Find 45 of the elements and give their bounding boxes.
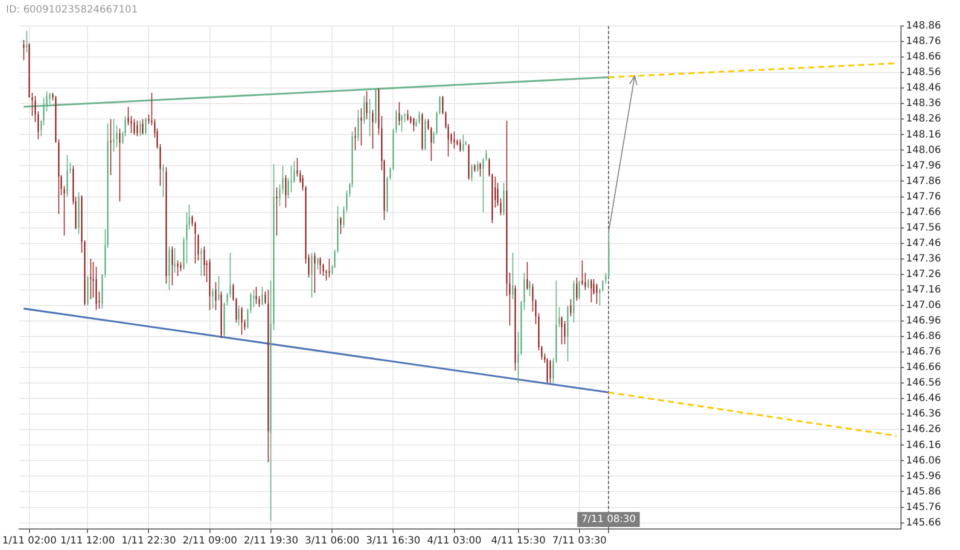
x-tick-label: 4/11 03:00 [427,536,482,547]
y-tick-label: 148.46 [906,82,941,94]
y-tick-label: 145.96 [906,470,941,482]
y-tick-label: 147.26 [906,268,941,280]
y-tick-label: 147.76 [906,191,941,202]
y-tick-label: 148.86 [906,20,941,32]
y-tick-label: 147.46 [906,238,941,249]
y-tick-label: 146.16 [906,440,941,451]
y-tick-label: 147.66 [906,206,941,218]
x-tick-label: 1/11 12:00 [60,536,115,547]
y-tick-label: 146.86 [906,331,941,342]
x-tick-label: 7/11 08:30 [581,514,636,526]
y-tick-label: 147.56 [906,222,941,234]
y-tick-label: 147.06 [906,300,941,312]
y-tick-label: 146.26 [906,424,941,436]
y-tick-label: 145.86 [906,486,941,498]
y-tick-label: 146.56 [906,378,941,389]
x-tick-label: 3/11 16:30 [366,536,420,547]
x-tick-label: 2/11 19:30 [244,536,298,547]
y-tick-label: 146.06 [906,455,941,466]
y-tick-label: 148.36 [906,98,941,110]
text: ID: 600910235824667101 [6,4,138,16]
y-tick-label: 148.66 [906,52,941,63]
y-tick-label: 147.96 [906,160,941,172]
y-tick-label: 148.26 [906,114,941,125]
x-tick-label: 1/11 02:00 [2,536,57,547]
x-tick-label: 1/11 22:30 [122,536,176,547]
y-tick-label: 147.36 [906,253,941,264]
y-tick-label: 148.06 [906,144,941,156]
y-tick-label: 146.46 [906,393,941,404]
x-tick-label: 2/11 09:00 [182,536,238,547]
y-tick-label: 147.16 [906,284,941,296]
y-tick-label: 148.76 [906,36,941,48]
y-tick-label: 148.56 [906,67,941,78]
y-tick-label: 146.96 [906,316,941,327]
x-tick-label: 3/11 06:00 [304,536,360,547]
y-tick-label: 146.66 [906,362,941,374]
y-tick-label: 148.16 [906,129,941,140]
y-tick-label: 146.36 [906,408,941,420]
x-tick-label: 4/11 15:30 [491,536,546,547]
x-tick-label: 7/11 03:30 [552,536,607,547]
y-tick-label: 145.66 [906,517,941,528]
y-tick-label: 146.76 [906,346,941,358]
y-tick-label: 147.86 [906,176,941,187]
y-tick-label: 145.76 [906,502,941,513]
